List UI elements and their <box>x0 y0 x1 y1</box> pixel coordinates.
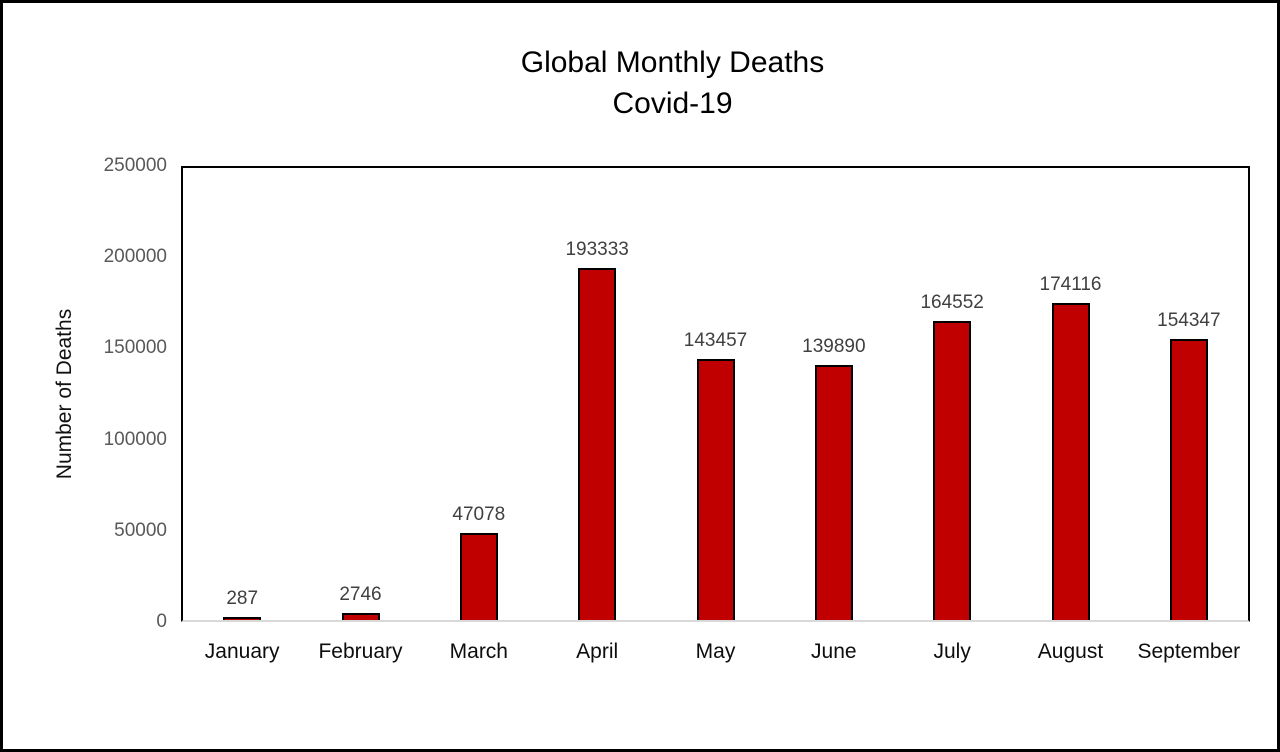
bar-june <box>814 365 853 620</box>
bar-value-february: 2746 <box>339 584 382 606</box>
x-label-february: February <box>318 640 403 663</box>
y-tick-50000: 50000 <box>114 519 167 541</box>
chart-title: Global Monthly Deaths Covid-19 <box>180 42 1165 124</box>
chart-title-line2: Covid-19 <box>612 87 733 120</box>
bar-value-july: 164552 <box>920 291 984 313</box>
y-tick-100000: 100000 <box>103 428 167 450</box>
x-label-june: June <box>811 640 857 663</box>
x-label-september: September <box>1137 640 1241 663</box>
x-label-may: May <box>695 640 736 663</box>
bar-march <box>459 532 498 620</box>
bar-september <box>1169 338 1208 620</box>
bar-may <box>696 358 735 620</box>
bar-april <box>578 268 617 620</box>
plot-area: 287 2746 47078 193333 143457 139890 164552 1741… <box>181 166 1250 622</box>
y-tick-250000: 250000 <box>103 155 167 176</box>
x-label-january: January <box>204 640 280 663</box>
bar-value-may: 143457 <box>683 329 748 351</box>
y-axis-title: Number of Deaths <box>53 308 76 480</box>
bar-value-september: 154347 <box>1157 309 1221 331</box>
y-tick-150000: 150000 <box>103 337 167 359</box>
y-tick-0: 0 <box>156 611 167 632</box>
bar-value-august: 174116 <box>1039 274 1102 296</box>
bar-august <box>1051 303 1090 620</box>
chart-title-line1: Global Monthly Deaths <box>520 46 825 79</box>
y-tick-200000: 200000 <box>103 246 167 268</box>
x-label-april: April <box>576 640 619 663</box>
bar-value-april: 193333 <box>565 239 629 261</box>
bar-february <box>341 613 380 620</box>
x-label-march: March <box>449 640 508 663</box>
x-label-august: August <box>1037 640 1104 663</box>
bar-july <box>933 320 972 620</box>
x-label-july: July <box>933 640 971 663</box>
bar-value-january: 287 <box>226 588 259 610</box>
bar-value-june: 139890 <box>802 336 866 358</box>
bar-value-march: 47078 <box>452 503 506 525</box>
bar-january <box>223 617 262 620</box>
